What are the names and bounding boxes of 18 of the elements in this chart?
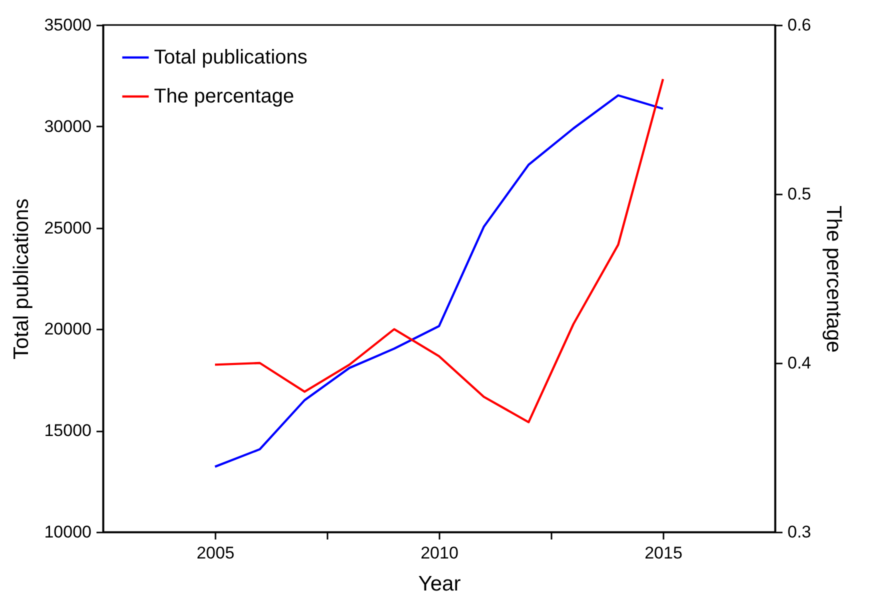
y2-axis-title: The percentage [822,205,846,353]
x-axis-title: Year [418,572,461,596]
y-tick-label: 25000 [44,218,92,238]
y2-tick-label: 0.6 [788,16,812,34]
legend-label: Total publications [154,46,308,68]
x-tick-label: 2015 [644,544,682,562]
y2-tick-label: 0.3 [788,522,812,542]
y-tick-label: 30000 [44,116,92,136]
y-axis-title: Total publications [10,198,34,360]
legend-label: The percentage [154,86,294,108]
x-tick-label: 2005 [196,544,234,562]
x-tick-label: 2010 [420,544,458,562]
y2-tick-label: 0.4 [788,354,812,372]
y-tick-label: 20000 [44,320,92,339]
y-tick-label: 15000 [44,421,92,440]
y-tick-label: 10000 [44,522,92,542]
y-tick-label: 35000 [44,16,92,34]
y2-tick-label: 0.5 [788,184,812,204]
